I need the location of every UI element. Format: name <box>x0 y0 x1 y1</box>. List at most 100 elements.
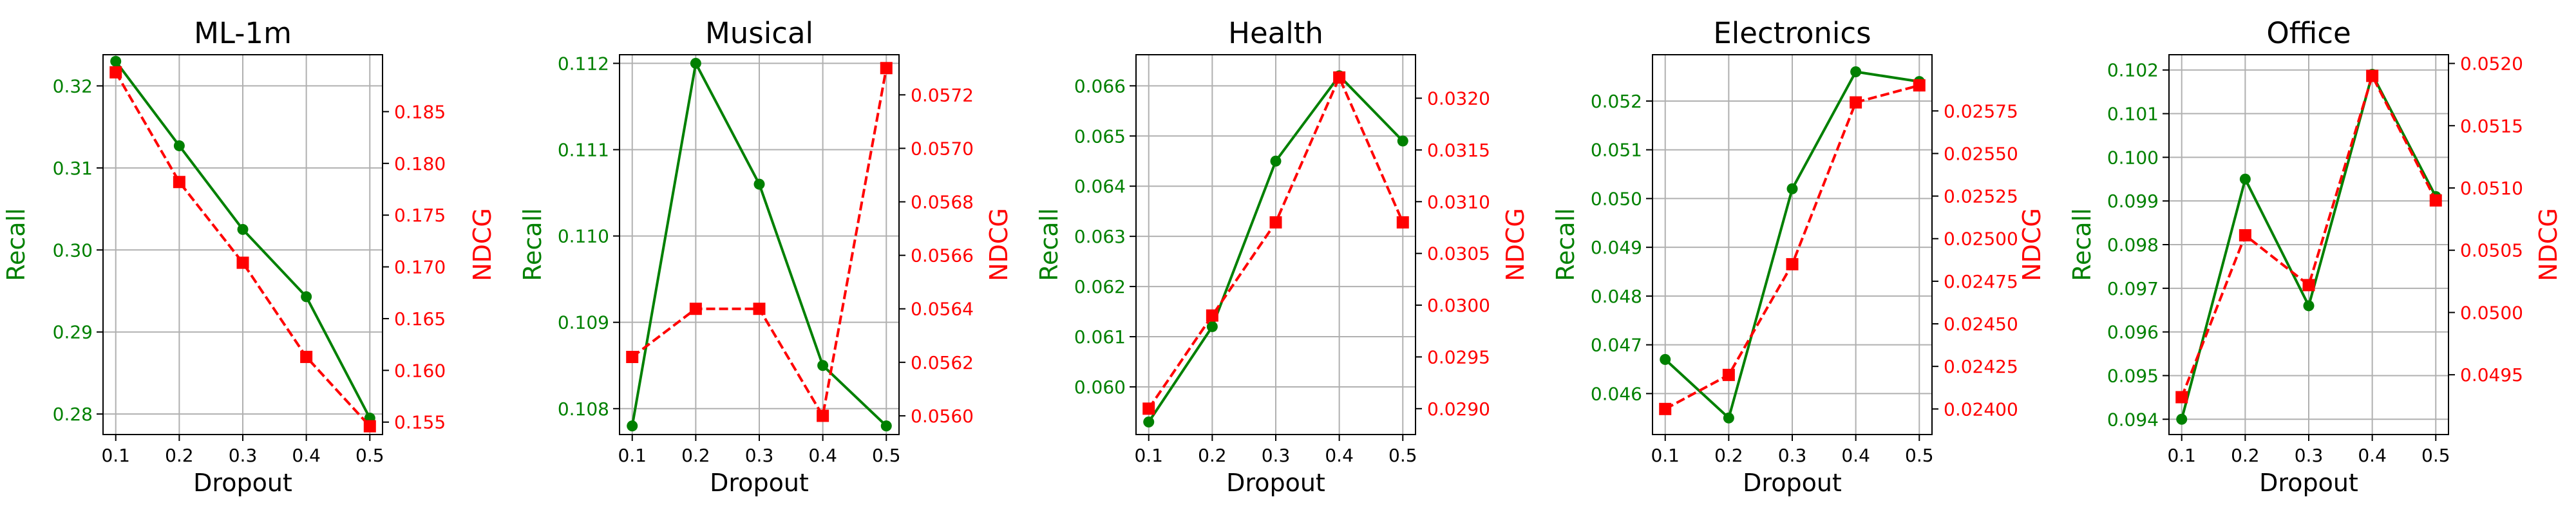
y2-tick-label: 0.180 <box>394 153 446 174</box>
recall-point <box>690 57 701 69</box>
y-tick-label: 0.29 <box>53 322 93 343</box>
y2-tick-label: 0.0510 <box>2460 178 2523 199</box>
y2-axis-label: NDCG <box>468 208 497 281</box>
recall-point <box>1786 183 1798 194</box>
y2-tick-label: 0.0572 <box>911 84 974 106</box>
ndcg-point <box>1659 402 1672 415</box>
y2-tick-label: 0.0320 <box>1427 88 1490 109</box>
y-tick-label: 0.097 <box>2107 278 2159 299</box>
recall-point <box>1660 353 1671 365</box>
x-tick-label: 0.3 <box>2295 445 2324 466</box>
y2-axis-label: NDCG <box>2018 208 2046 281</box>
subplot-musical: 0.1 0.2 0.3 0.4 0.5 0.108 0.109 0.110 0.111 0.112… <box>518 16 1013 497</box>
x-tick-label: 0.2 <box>681 445 710 466</box>
ndcg-point <box>1913 79 1926 92</box>
x-tick-label: 0.5 <box>872 445 901 466</box>
recall-point <box>2303 300 2315 312</box>
recall-point <box>110 55 122 67</box>
y2-tick-label: 0.175 <box>394 205 446 226</box>
subplot-electronics: 0.1 0.2 0.3 0.4 0.5 0.046 0.047 0.048 0.049 0.050… <box>1551 16 2046 497</box>
recall-point <box>1270 155 1282 167</box>
y-tick-label: 0.094 <box>2107 409 2159 430</box>
ndcg-point <box>2429 194 2442 207</box>
x-tick-label: 0.3 <box>745 445 774 466</box>
y2-tick-label: 0.02575 <box>1944 100 2018 122</box>
subplot-ml-1m: 0.1 0.2 0.3 0.4 0.5 0.28 0.29 0.30 0.31 0.32 0.155… <box>2 16 497 497</box>
y2-tick-label: 0.0495 <box>2460 364 2523 386</box>
chart-title: ML-1m <box>194 16 292 50</box>
y2-tick-label: 0.0566 <box>911 245 974 267</box>
y-tick-label: 0.065 <box>1074 126 1126 147</box>
y-tick-label: 0.28 <box>53 404 93 425</box>
chart-title: Office <box>2266 16 2351 50</box>
y-tick-label: 0.102 <box>2107 60 2159 81</box>
x-axis-label: Dropout <box>1226 469 1325 497</box>
y2-tick-label: 0.0500 <box>2460 302 2523 323</box>
y2-tick-label: 0.0515 <box>2460 115 2523 136</box>
y2-axis-label: NDCG <box>985 208 1013 281</box>
x-tick-label: 0.4 <box>2358 445 2387 466</box>
recall-point <box>1850 66 1862 78</box>
ndcg-point <box>2302 279 2315 292</box>
y-tick-label: 0.066 <box>1074 75 1126 97</box>
y2-tick-label: 0.0564 <box>911 299 974 320</box>
x-tick-label: 0.4 <box>1325 445 1354 466</box>
x-tick-label: 0.4 <box>808 445 837 466</box>
ndcg-point <box>2175 391 2188 404</box>
x-axis-label: Dropout <box>1743 469 1842 497</box>
y-tick-label: 0.095 <box>2107 365 2159 386</box>
y-tick-label: 0.049 <box>1591 237 1642 258</box>
y2-tick-label: 0.0520 <box>2460 53 2523 75</box>
x-tick-label: 0.3 <box>1262 445 1291 466</box>
y2-tick-label: 0.02525 <box>1944 186 2018 207</box>
ndcg-point <box>1269 216 1282 229</box>
ndcg-point <box>1333 71 1346 84</box>
y-tick-label: 0.112 <box>558 53 609 74</box>
ndcg-point <box>1206 309 1218 322</box>
axes-frame <box>2168 54 2449 435</box>
y-axis-label: Recall <box>2068 208 2096 281</box>
y-tick-label: 0.048 <box>1591 286 1642 307</box>
y2-tick-label: 0.02475 <box>1944 271 2018 292</box>
y-tick-label: 0.047 <box>1591 335 1642 356</box>
y2-tick-label: 0.0315 <box>1427 140 1490 161</box>
y-tick-label: 0.061 <box>1074 326 1126 348</box>
y-tick-label: 0.30 <box>53 239 93 261</box>
y-axis-label: Recall <box>1035 208 1063 281</box>
recall-point <box>1397 135 1408 147</box>
y2-tick-label: 0.185 <box>394 101 446 122</box>
x-tick-label: 0.2 <box>165 445 194 466</box>
y2-tick-label: 0.02400 <box>1944 398 2018 420</box>
recall-point <box>1723 412 1734 424</box>
y2-tick-label: 0.0300 <box>1427 295 1490 316</box>
chart-title: Health <box>1228 16 1323 50</box>
x-tick-label: 0.2 <box>2231 445 2260 466</box>
ndcg-series-line <box>2180 72 2438 398</box>
y2-tick-label: 0.0295 <box>1427 346 1490 368</box>
x-tick-label: 0.1 <box>618 445 647 466</box>
ndcg-point <box>1142 402 1155 415</box>
y-axis-label: Recall <box>1551 208 1580 281</box>
axes-frame <box>102 54 383 435</box>
ndcg-point <box>363 420 376 433</box>
ndcg-point <box>626 351 639 364</box>
y-tick-label: 0.109 <box>558 312 609 333</box>
ndcg-point <box>109 66 122 79</box>
x-tick-label: 0.2 <box>1714 445 1743 466</box>
y2-tick-label: 0.02550 <box>1944 143 2018 164</box>
ndcg-point <box>817 409 829 422</box>
x-tick-label: 0.1 <box>1134 445 1163 466</box>
y-axis-label: Recall <box>518 208 547 281</box>
y2-axis-label: NDCG <box>2534 208 2562 281</box>
y2-tick-label: 0.02450 <box>1944 314 2018 335</box>
y-tick-label: 0.064 <box>1074 176 1126 197</box>
y-tick-label: 0.099 <box>2107 191 2159 212</box>
x-tick-label: 0.3 <box>229 445 258 466</box>
y2-tick-label: 0.165 <box>394 308 446 330</box>
axes-frame <box>1652 54 1933 435</box>
recall-point <box>1143 417 1155 428</box>
y2-tick-label: 0.0560 <box>911 406 974 427</box>
x-tick-label: 0.5 <box>355 445 384 466</box>
y-tick-label: 0.098 <box>2107 234 2159 256</box>
recall-point <box>880 420 892 432</box>
